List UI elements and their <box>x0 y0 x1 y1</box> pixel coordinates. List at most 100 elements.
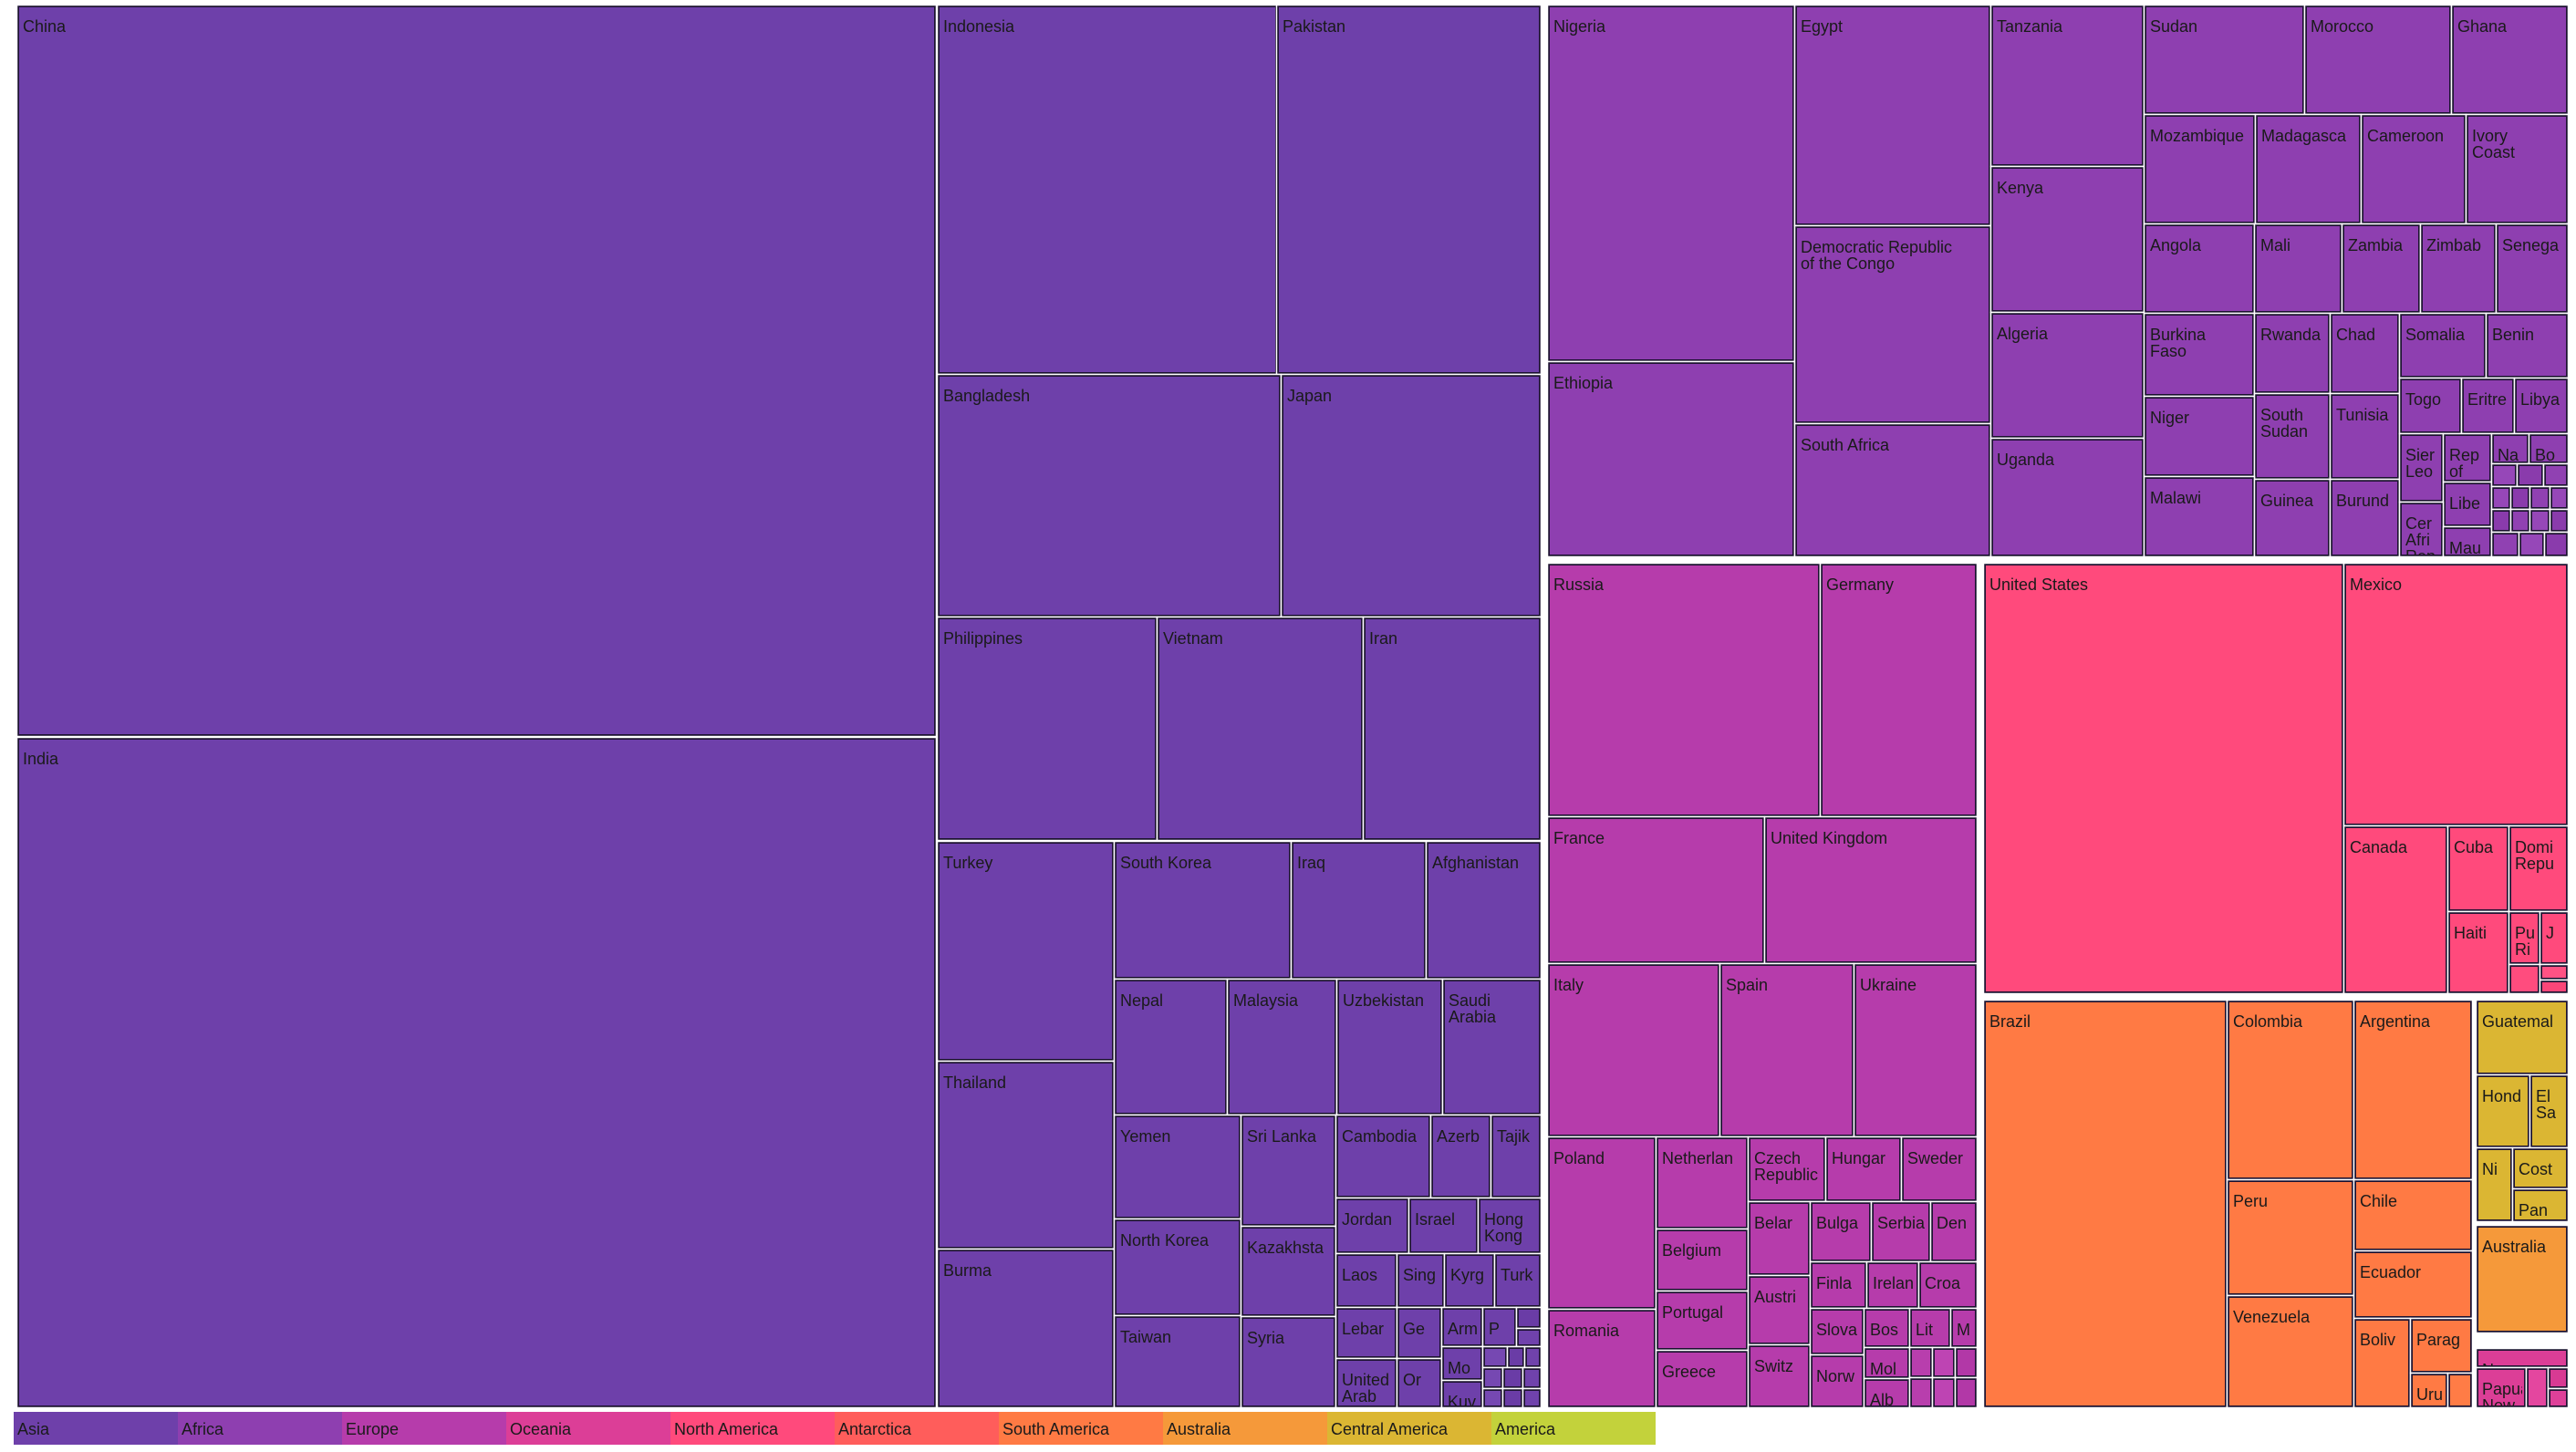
tile-label-new: New <box>2482 1361 2516 1379</box>
tile-small <box>1910 1378 1932 1407</box>
tile-separator <box>2539 979 2570 995</box>
tile-label-malawi: Malawi <box>2150 489 2201 507</box>
tile-united-states <box>1984 564 2343 993</box>
tile-tanzania <box>1991 5 2144 166</box>
tile-small <box>1503 1368 1522 1388</box>
tile-serbia <box>1872 1202 1930 1261</box>
tile-label-lit: Lit <box>1916 1321 1933 1339</box>
tile-label-haiti: Haiti <box>2454 924 2487 942</box>
tile-sing <box>1397 1254 1444 1307</box>
tile-label-burkina-faso: Burkina Faso <box>2150 326 2207 360</box>
tile-label-niger: Niger <box>2150 409 2189 427</box>
tile-label-sri-lanka: Sri Lanka <box>1247 1127 1317 1146</box>
tile-label-pan: Pan <box>2519 1201 2548 1219</box>
tile-peru <box>2228 1180 2353 1295</box>
tile-lit <box>1910 1309 1950 1347</box>
tile-zambia <box>2342 224 2420 313</box>
tile-label-burma: Burma <box>943 1261 992 1280</box>
tile-pakistan <box>1277 5 1541 374</box>
tile-alb <box>1864 1379 1909 1407</box>
tile-small <box>2545 533 2568 556</box>
tile-somalia <box>2400 314 2486 378</box>
tile-label-den: Den <box>1937 1214 1967 1232</box>
tile-label-israel: Israel <box>1415 1210 1455 1229</box>
tile-ge <box>1397 1308 1441 1358</box>
tile-j <box>2540 912 2568 964</box>
tile-colombia <box>2228 1001 2353 1179</box>
tile-small <box>2549 1368 2568 1388</box>
tile-label-portugal: Portugal <box>1662 1303 1723 1322</box>
tile-small <box>1933 1348 1955 1377</box>
tile-label-kazakhsta: Kazakhsta <box>1247 1239 1324 1257</box>
tile-label-laos: Laos <box>1342 1266 1377 1284</box>
tile-label-afghanistan: Afghanistan <box>1432 854 1519 872</box>
tile-label-hungar: Hungar <box>1832 1149 1885 1167</box>
tile-thailand <box>938 1062 1114 1249</box>
legend-label-antarctica: Antarctica <box>838 1420 912 1438</box>
tile-label-argentina: Argentina <box>2360 1012 2431 1031</box>
tile-tunisia <box>2331 394 2399 479</box>
tile-label-bo: Bo <box>2535 446 2555 464</box>
tile-romania <box>1548 1310 1656 1407</box>
tile-label-thailand: Thailand <box>943 1073 1006 1092</box>
tile-brazil <box>1984 1001 2227 1407</box>
tile-label-indonesia: Indonesia <box>943 17 1015 36</box>
tile-eritre <box>2462 379 2514 433</box>
tile-label-north-korea: North Korea <box>1120 1231 1210 1250</box>
tile-russia <box>1548 564 1820 816</box>
tile-label-sing: Sing <box>1403 1266 1436 1284</box>
tile-bos <box>1864 1309 1909 1347</box>
tile-label-tunisia: Tunisia <box>2336 406 2389 424</box>
tile-kuv <box>1442 1381 1482 1407</box>
tile-parag <box>2411 1319 2472 1373</box>
tile-label-china: China <box>23 17 67 36</box>
tile-label-japan: Japan <box>1287 387 1332 405</box>
tile-vietnam <box>1158 617 1363 840</box>
tile-burkina-faso <box>2145 314 2254 396</box>
tile-label-m: M <box>1957 1321 1970 1339</box>
tile-hond <box>2477 1075 2529 1147</box>
tile-label-uganda: Uganda <box>1997 451 2055 469</box>
tile-sweder <box>1902 1137 1977 1201</box>
legend-swatch-oceania <box>506 1412 670 1445</box>
tile-label-jordan: Jordan <box>1342 1210 1392 1229</box>
tile-label-egypt: Egypt <box>1801 17 1843 36</box>
tile-label-philippines: Philippines <box>943 629 1023 648</box>
tile-den <box>1931 1202 1977 1261</box>
tile-small <box>2511 487 2529 509</box>
tile-label-tanzania: Tanzania <box>1997 17 2063 36</box>
tile-domi-repu <box>2509 826 2568 911</box>
tile-iran <box>1364 617 1541 840</box>
tile-label-bulga: Bulga <box>1816 1214 1859 1232</box>
tile-label-hond: Hond <box>2482 1087 2521 1105</box>
tile-switz <box>1749 1345 1810 1407</box>
tile-egypt <box>1795 5 1990 225</box>
tile-label-netherlan: Netherlan <box>1662 1149 1733 1167</box>
tile-kyrg <box>1445 1254 1494 1307</box>
tile-uzbekistan <box>1337 980 1442 1115</box>
tile-guatemal <box>2477 1001 2568 1074</box>
tile-ukraine <box>1854 964 1977 1136</box>
tile-netherlan <box>1657 1137 1748 1229</box>
tile-austri <box>1749 1276 1810 1344</box>
tile-malawi <box>2145 477 2254 556</box>
tile-label-india: India <box>23 750 59 768</box>
legend-swatch-europe <box>342 1412 506 1445</box>
tile-ethiopia <box>1548 362 1794 556</box>
tile-cer-afri-rep <box>2400 503 2443 556</box>
tile-label-brazil: Brazil <box>1989 1012 2031 1031</box>
tile-separator <box>2511 1188 2570 1223</box>
tile-boliv <box>2354 1319 2410 1407</box>
legend-swatch-central-america <box>1327 1412 1491 1445</box>
tile-label-nigeria: Nigeria <box>1553 17 1606 36</box>
tile-pu-ri <box>2509 912 2540 964</box>
legend-swatch-antarctica <box>835 1412 999 1445</box>
tile-poland <box>1548 1137 1656 1309</box>
legend-swatch-asia <box>14 1412 178 1445</box>
tile-mali <box>2255 224 2342 313</box>
tile-ecuador <box>2354 1251 2472 1318</box>
tile-label-p: P <box>1489 1320 1500 1338</box>
tile-small <box>1508 1347 1524 1367</box>
legend-label-africa: Africa <box>182 1420 224 1438</box>
tile-label-libya: Libya <box>2520 390 2560 409</box>
